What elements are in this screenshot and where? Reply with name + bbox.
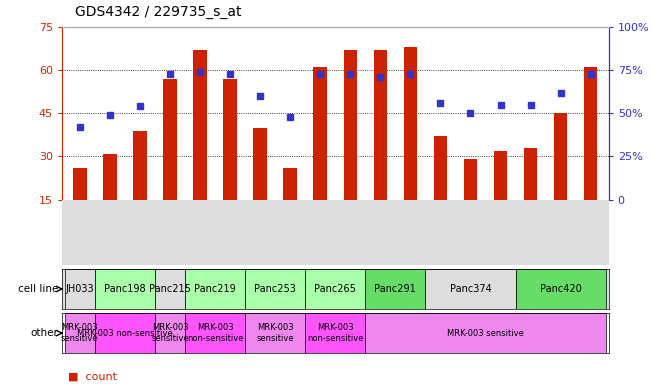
- Bar: [163, 79, 177, 200]
- Bar: [193, 50, 207, 200]
- Text: cell line: cell line: [18, 284, 59, 294]
- Text: MRK-003 sensitive: MRK-003 sensitive: [447, 329, 524, 338]
- Bar: [65, 313, 95, 353]
- Bar: [185, 269, 245, 309]
- Bar: [253, 127, 267, 200]
- Bar: [95, 313, 155, 353]
- Bar: [185, 313, 245, 353]
- Text: Panc291: Panc291: [374, 284, 416, 294]
- Text: MRK-003
non-sensitive: MRK-003 non-sensitive: [187, 323, 243, 343]
- Bar: [133, 131, 146, 200]
- Bar: [305, 313, 365, 353]
- Bar: [584, 67, 598, 200]
- Bar: [434, 136, 447, 200]
- Bar: [464, 159, 477, 200]
- Bar: [425, 269, 516, 309]
- Bar: [374, 50, 387, 200]
- Bar: [223, 79, 237, 200]
- Text: JH033: JH033: [66, 284, 94, 294]
- Text: MRK-003
non-sensitive: MRK-003 non-sensitive: [307, 323, 363, 343]
- Text: ■  count: ■ count: [68, 371, 117, 381]
- Text: MRK-003
sensitive: MRK-003 sensitive: [61, 323, 99, 343]
- Bar: [404, 47, 417, 200]
- Bar: [554, 113, 568, 200]
- Bar: [365, 313, 605, 353]
- Text: Panc253: Panc253: [255, 284, 296, 294]
- Text: GDS4342 / 229735_s_at: GDS4342 / 229735_s_at: [75, 5, 242, 19]
- Text: MRK-003 non-sensitive: MRK-003 non-sensitive: [77, 329, 173, 338]
- Text: MRK-003
sensitive: MRK-003 sensitive: [256, 323, 294, 343]
- Text: Panc374: Panc374: [450, 284, 492, 294]
- Bar: [245, 269, 305, 309]
- Bar: [365, 269, 425, 309]
- Bar: [344, 50, 357, 200]
- Bar: [516, 269, 605, 309]
- Bar: [65, 269, 95, 309]
- Text: Panc420: Panc420: [540, 284, 581, 294]
- Text: Panc219: Panc219: [194, 284, 236, 294]
- Bar: [95, 269, 155, 309]
- Text: Panc215: Panc215: [149, 284, 191, 294]
- Bar: [283, 168, 297, 200]
- Bar: [493, 151, 507, 200]
- Bar: [103, 154, 117, 200]
- Bar: [155, 269, 185, 309]
- Text: other: other: [31, 328, 59, 338]
- Bar: [245, 313, 305, 353]
- Bar: [524, 148, 537, 200]
- Bar: [73, 168, 87, 200]
- Bar: [314, 67, 327, 200]
- Text: MRK-003
sensitive: MRK-003 sensitive: [151, 323, 189, 343]
- Text: Panc198: Panc198: [104, 284, 146, 294]
- Text: Panc265: Panc265: [314, 284, 356, 294]
- Bar: [155, 313, 185, 353]
- Bar: [305, 269, 365, 309]
